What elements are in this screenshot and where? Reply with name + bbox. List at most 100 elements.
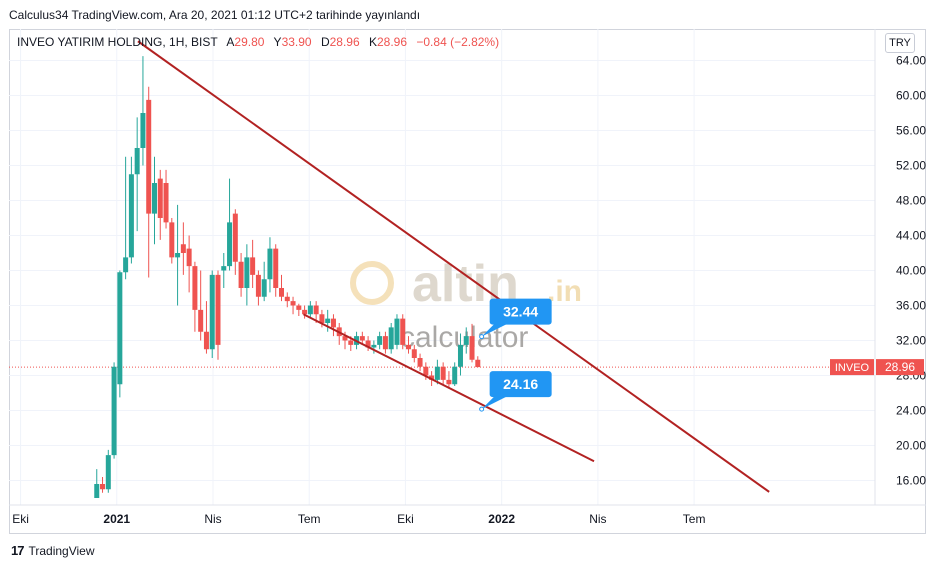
legend-symbol: INVEO YATIRIM HOLDING, 1H, BIST: [17, 35, 218, 49]
candle-body: [325, 318, 331, 323]
candle-body: [429, 375, 435, 380]
candle-body: [169, 222, 175, 258]
legend-high-label: Y: [273, 35, 282, 49]
candle-body: [359, 336, 365, 341]
candle-body: [94, 484, 100, 498]
footer-brand-label: TradingView: [28, 543, 95, 558]
candle-body: [307, 305, 313, 315]
legend-close-value: 28.96: [377, 35, 408, 49]
candle-body: [221, 266, 227, 271]
candle-body: [105, 455, 111, 490]
candle-body: [255, 274, 261, 297]
candle-body: [215, 274, 221, 345]
y-tick-label: 44.00: [896, 229, 926, 243]
legend-high-value: 33.90: [281, 35, 312, 49]
candle-body: [273, 248, 279, 288]
trendline: [137, 40, 770, 493]
callout-pointer: [481, 322, 510, 337]
y-tick-label: 24.00: [896, 404, 926, 418]
candle-body: [371, 344, 377, 348]
trendlines: [137, 40, 770, 493]
candle-body: [319, 314, 325, 323]
candle-body: [279, 288, 285, 297]
y-tick-label: 64.00: [896, 54, 926, 68]
candle-body: [232, 213, 238, 262]
candle-body: [330, 318, 336, 328]
ticker-tag-box: [830, 359, 874, 376]
candle-body: [342, 336, 348, 341]
y-tick-label: 60.00: [896, 89, 926, 103]
candle-body: [284, 296, 290, 302]
last-price-tag: INVEO 28.96: [830, 359, 924, 376]
candle-body: [111, 366, 117, 456]
callout-anchor: [479, 334, 485, 340]
candle-body: [440, 366, 446, 380]
currency-button[interactable]: TRY: [885, 33, 915, 53]
candle-body: [463, 336, 469, 345]
watermark-brand-suffix: .in: [547, 275, 582, 308]
candle-body: [209, 274, 215, 350]
candle-body: [128, 174, 134, 258]
candle-body: [175, 253, 181, 258]
legend-low-label: D: [320, 35, 330, 49]
candle-body: [377, 336, 383, 345]
candle-body: [203, 331, 209, 350]
callout-box: [489, 298, 552, 325]
price-axis: 16.0020.0024.0028.0032.0036.0040.0044.00…: [896, 54, 926, 488]
candle-body: [186, 248, 192, 267]
x-tick-label: Eki: [12, 512, 29, 526]
candle-body: [180, 244, 186, 253]
symbol-legend: INVEO YATIRIM HOLDING, 1H, BIST A29.80 Y…: [17, 35, 499, 49]
candle-body: [244, 257, 250, 288]
legend-open-value: 29.80: [234, 35, 265, 49]
candle-body: [123, 257, 129, 273]
candle-body: [140, 113, 146, 148]
candle-body: [100, 484, 106, 490]
y-tick-label: 36.00: [896, 299, 926, 313]
x-tick-label: Eki: [397, 512, 414, 526]
candle-body: [227, 222, 233, 267]
y-tick-label: 48.00: [896, 194, 926, 208]
y-tick-label: 56.00: [896, 124, 926, 138]
candle-body: [238, 261, 244, 288]
x-tick-label: Nis: [204, 512, 221, 526]
watermark-coin-icon: [350, 261, 394, 305]
legend-close-label: K: [368, 35, 377, 49]
legend-change: −0.84 (−2.82%): [416, 35, 500, 49]
candle-body: [446, 379, 452, 385]
price-callouts: 32.44 24.16: [479, 298, 552, 412]
legend-low-value: 28.96: [329, 35, 360, 49]
candle-body: [290, 301, 296, 306]
y-tick-label: 32.00: [896, 334, 926, 348]
candle-body: [457, 344, 463, 367]
candle-body: [296, 305, 302, 310]
candle-body: [388, 327, 394, 350]
candle-body: [250, 257, 256, 275]
candle-body: [146, 99, 152, 214]
candle-body: [417, 358, 423, 367]
footer-brand[interactable]: 17 TradingView: [11, 543, 95, 558]
chart-frame: [9, 29, 926, 534]
callout-pointer: [481, 395, 510, 410]
legend-open-label: A: [226, 35, 235, 49]
candle-body: [267, 248, 273, 280]
grid-lines: [9, 29, 875, 505]
published-line: Calculus34 TradingView.com, Ara 20, 2021…: [9, 8, 421, 22]
x-tick-label: Nis: [589, 512, 606, 526]
x-tick-label: Tem: [298, 512, 321, 526]
candle-body: [192, 266, 198, 310]
candle-body: [475, 359, 481, 368]
candle-body: [134, 148, 140, 175]
candle-body: [302, 309, 308, 315]
y-tick-label: 16.00: [896, 474, 926, 488]
callout-label: 24.16: [503, 376, 538, 392]
time-axis: Eki 2021 Nis Tem Eki 2022 Nis Tem: [12, 512, 705, 526]
callout-box: [489, 371, 552, 398]
candle-body: [365, 340, 371, 348]
trendline: [302, 313, 595, 463]
candle-body: [411, 349, 417, 358]
last-price-label: 28.96: [885, 360, 915, 374]
x-tick-label: 2021: [103, 512, 130, 526]
candle-body: [157, 178, 163, 218]
